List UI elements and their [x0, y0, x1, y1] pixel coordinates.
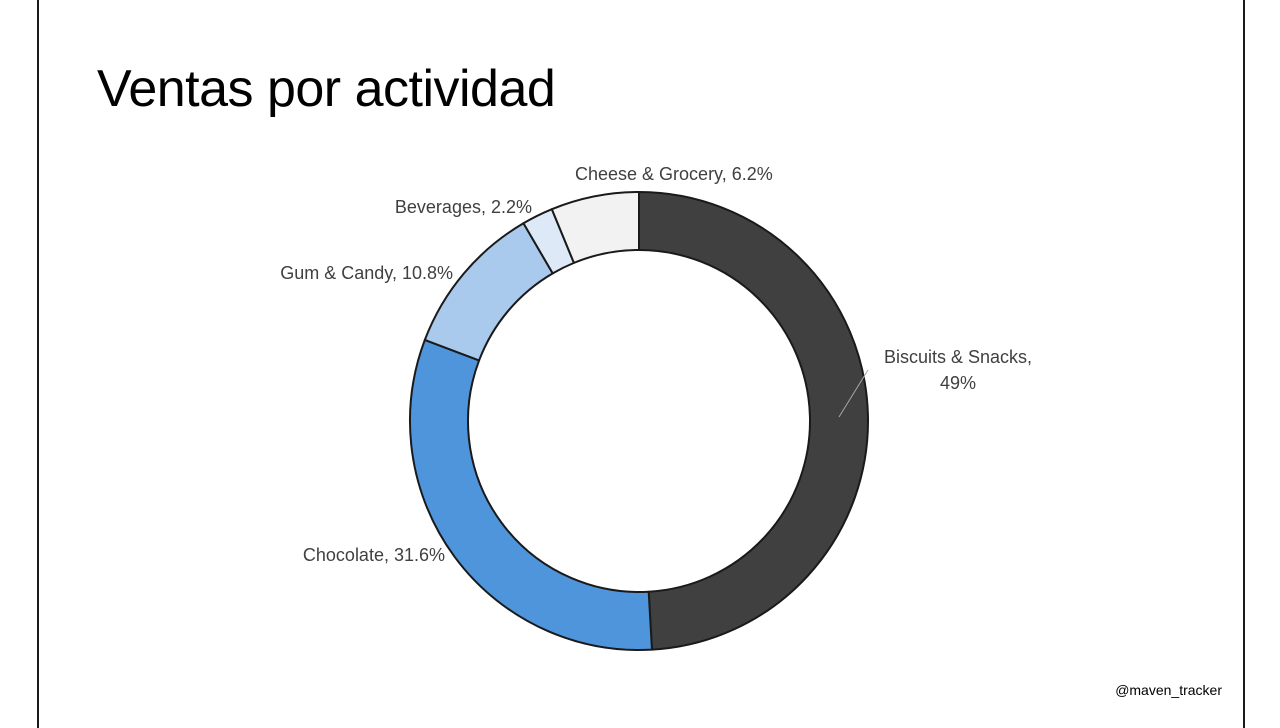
- donut-slices: [409, 191, 870, 651]
- label-cheese-and-grocery: Cheese & Grocery, 6.2%: [575, 164, 773, 184]
- label-chocolate: Chocolate, 31.6%: [303, 545, 445, 565]
- slide-title: Ventas por actividad: [97, 60, 556, 118]
- slice-cheese-and-grocery: [550, 191, 640, 264]
- label-biscuits-and-snacks: Biscuits & Snacks, 49%: [884, 347, 1032, 393]
- slide-frame: [37, 0, 1245, 728]
- slice-labels: Biscuits & Snacks, 49% Chocolate, 31.6% Gum…: [280, 164, 1032, 565]
- slice-chocolate: [409, 338, 653, 651]
- label-gum-and-candy: Gum & Candy, 10.8%: [280, 263, 453, 283]
- leader-line-biscuits-and-snacks: [838, 369, 869, 418]
- label-beverages: Beverages, 2.2%: [395, 197, 532, 217]
- slice-gum-and-candy: [423, 222, 554, 362]
- slice-biscuits-and-snacks: [638, 191, 870, 651]
- author-handle: @maven_tracker: [1115, 682, 1222, 698]
